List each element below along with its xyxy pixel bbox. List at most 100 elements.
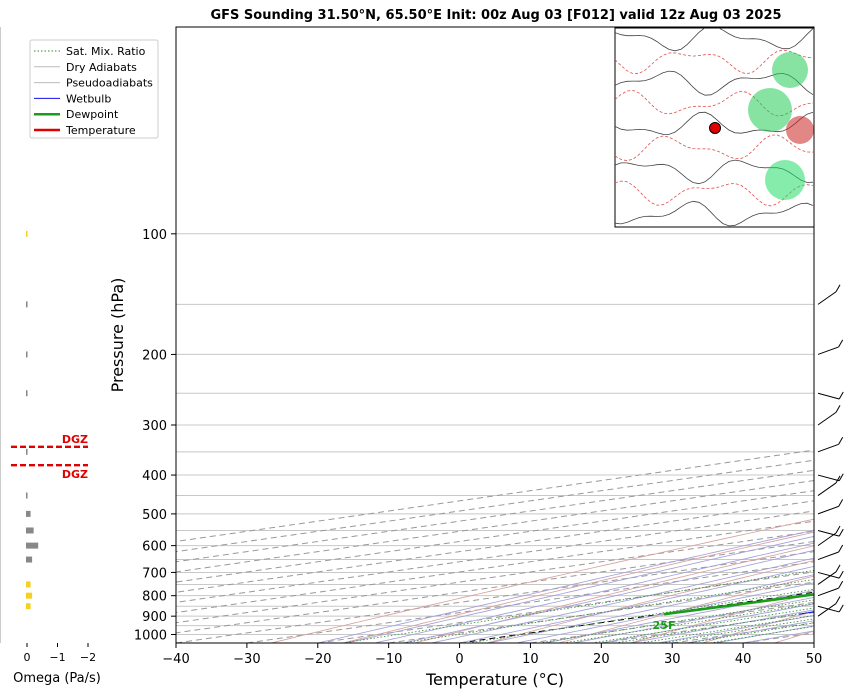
map-inset xyxy=(614,27,815,228)
precip-area xyxy=(748,88,792,132)
omega-bar xyxy=(26,492,28,499)
sounding-location-marker xyxy=(709,122,721,134)
y-tick-label: 100 xyxy=(142,228,167,243)
pseudoadiabat xyxy=(346,535,814,643)
mixing-ratio-line xyxy=(468,588,814,643)
mixing-ratio-line xyxy=(591,607,814,643)
wind-barb xyxy=(817,525,841,547)
wind-barb xyxy=(817,391,844,400)
surface-value-label: 25F xyxy=(653,619,676,632)
dgz-label: DGZ xyxy=(62,433,88,446)
dry-adiabat xyxy=(702,610,814,643)
wind-barb xyxy=(817,528,844,537)
mixing-ratio-line xyxy=(342,570,814,643)
wind-barb xyxy=(817,473,844,482)
legend-entry: Pseudoadiabats xyxy=(66,77,153,90)
omega-panel: 0 −1 −2 Omega (Pa/s) xyxy=(0,27,101,686)
map-contour xyxy=(615,28,814,52)
wind-barb xyxy=(817,437,844,453)
wind-barb xyxy=(817,405,841,426)
x-axis: −40 −30 −20 −10 0 10 20 30 40 50 xyxy=(162,643,822,667)
y-tick-label: 900 xyxy=(142,610,167,625)
endpoint-labels: 25F106F xyxy=(653,619,676,632)
map-contour xyxy=(615,111,814,135)
map-contour xyxy=(615,200,814,227)
y-tick-label: 700 xyxy=(142,566,167,581)
pseudoadiabat xyxy=(629,609,814,643)
omega-tick-label: 0 xyxy=(24,651,31,664)
x-tick-label: 10 xyxy=(522,652,539,667)
mixing-ratio-line xyxy=(710,626,814,643)
dgz-label: DGZ xyxy=(62,468,88,481)
y-axis: 100 200 300 400 500 600 700 800 900 1000 xyxy=(134,228,176,644)
wind-barb xyxy=(817,580,844,597)
legend-entry: Wetbulb xyxy=(66,92,111,105)
wind-barb xyxy=(817,544,844,561)
pseudoadiabat xyxy=(374,542,814,643)
omega-bar xyxy=(26,542,39,549)
isotherm-line xyxy=(176,530,814,624)
y-tick-label: 800 xyxy=(142,590,167,605)
wind-barb xyxy=(817,564,841,585)
x-tick-label: 30 xyxy=(664,652,681,667)
x-tick-label: −40 xyxy=(162,652,189,667)
isotherm-line xyxy=(530,601,814,643)
wind-barb xyxy=(817,499,844,515)
y-tick-label: 200 xyxy=(142,348,167,363)
mixing-ratio-line xyxy=(539,599,814,643)
mixing-ratio-line xyxy=(563,603,814,643)
background-lines xyxy=(176,233,814,643)
dry-adiabat xyxy=(343,531,814,643)
x-tick-label: 20 xyxy=(593,652,610,667)
map-contours xyxy=(615,28,814,227)
pseudoadiabat xyxy=(459,565,814,643)
pseudoadiabat xyxy=(317,529,814,643)
isotherm-line xyxy=(388,581,814,643)
wind-barb xyxy=(817,570,844,579)
isotherm-line xyxy=(317,571,814,643)
omega-bar xyxy=(26,581,31,588)
legend-entry: Dry Adiabats xyxy=(66,61,137,74)
y-tick-label: 1000 xyxy=(134,629,167,644)
precip-area xyxy=(772,52,808,88)
isotherm-line xyxy=(176,551,814,643)
omega-tick-label: −2 xyxy=(80,651,96,664)
isotherm-line xyxy=(176,490,814,583)
y-tick-label: 400 xyxy=(142,469,167,484)
wind-barb xyxy=(817,284,841,305)
pseudoadiabat xyxy=(544,590,814,643)
isotherm-line xyxy=(176,520,814,614)
omega-bar xyxy=(26,448,28,455)
omega-bar xyxy=(26,603,31,610)
map-contour xyxy=(615,134,814,162)
legend: Sat. Mix. Ratio Dry Adiabats Pseudoadiabat… xyxy=(29,39,159,139)
omega-bar xyxy=(26,301,28,308)
precip-area xyxy=(786,116,814,144)
isotherm-line xyxy=(176,500,814,593)
y-axis-label: Pressure (hPa) xyxy=(108,278,127,393)
mixing-ratio-line xyxy=(615,611,814,643)
isotherm-line xyxy=(246,561,814,643)
dry-adiabat xyxy=(271,518,814,643)
omega-tick-label: −1 xyxy=(49,651,65,664)
isotherm-line xyxy=(176,540,814,634)
omega-axis-label: Omega (Pa/s) xyxy=(13,671,101,686)
dgz-markers: DGZ DGZ xyxy=(11,433,88,481)
y-tick-label: 300 xyxy=(142,419,167,434)
pseudoadiabat xyxy=(402,549,814,643)
chart-title: GFS Sounding 31.50°N, 65.50°E Init: 00z … xyxy=(210,8,781,23)
pseudoadiabat xyxy=(516,582,814,643)
x-tick-label: −20 xyxy=(304,652,331,667)
legend-entry: Dewpoint xyxy=(66,108,119,121)
omega-bar xyxy=(26,592,33,599)
wind-barbs xyxy=(813,27,844,643)
omega-bar xyxy=(26,510,31,517)
omega-bar xyxy=(26,230,28,237)
omega-bar xyxy=(26,556,33,563)
map-contour xyxy=(615,89,814,117)
y-tick-label: 600 xyxy=(142,540,167,555)
x-axis-label: Temperature (°C) xyxy=(425,670,564,689)
pseudoadiabat xyxy=(573,597,814,643)
isotherm-line xyxy=(459,591,814,643)
